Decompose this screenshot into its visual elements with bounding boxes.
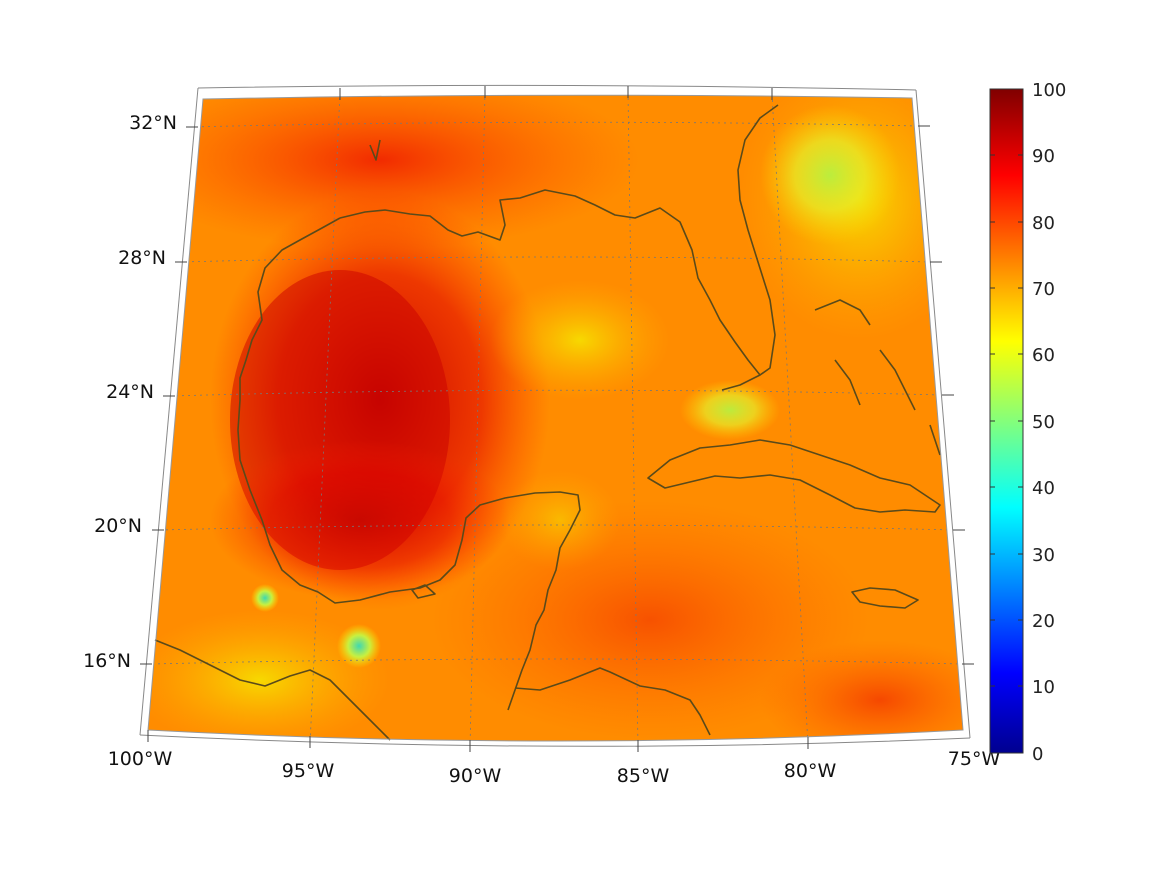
colorbar-tick-10: 10 (1032, 677, 1055, 698)
central-america (154, 639, 391, 741)
north-gulf-coast (339, 104, 779, 376)
lon-label-85w: 85°W (617, 765, 670, 787)
lat-label-16n: 16°N (83, 650, 131, 672)
lon-label-80w: 80°W (784, 760, 837, 782)
colorbar-tick-90: 90 (1032, 146, 1055, 167)
colorbar-tick-70: 70 (1032, 279, 1055, 300)
lon-label-90w: 90°W (449, 765, 502, 787)
lat-label-20n: 20°N (94, 515, 142, 537)
lat-label-28n: 28°N (118, 247, 166, 269)
colorbar: 100 90 80 70 60 50 40 30 20 10 0 (989, 80, 1066, 765)
bahamas (814, 299, 941, 456)
colorbar-tick-80: 80 (1032, 213, 1055, 234)
cuba (647, 439, 941, 513)
florida-keys (721, 374, 761, 391)
yucatan-islands (411, 584, 436, 599)
lake (369, 139, 381, 161)
lat-label-32n: 32°N (129, 112, 177, 134)
longitude-labels: 100°W 95°W 90°W 85°W 80°W 75°W (108, 748, 1001, 787)
colorbar-tick-100: 100 (1032, 80, 1066, 101)
lon-label-75w: 75°W (948, 748, 1001, 770)
honduras-coast (514, 667, 711, 736)
coastlines (154, 104, 941, 741)
colorbar-tick-40: 40 (1032, 478, 1055, 499)
graticule (151, 95, 963, 741)
lon-label-100w: 100°W (108, 748, 173, 770)
data-field (148, 95, 963, 741)
jamaica (851, 587, 919, 609)
tick-marks (140, 86, 974, 752)
colorbar-tick-60: 60 (1032, 345, 1055, 366)
gulf-coast (237, 217, 581, 711)
colorbar-tick-30: 30 (1032, 545, 1055, 566)
map-frame (139, 84, 971, 747)
colorbar-gradient (989, 88, 1024, 754)
lon-label-95w: 95°W (282, 760, 335, 782)
colorbar-tick-50: 50 (1032, 412, 1055, 433)
colorbar-tick-20: 20 (1032, 611, 1055, 632)
lat-label-24n: 24°N (106, 381, 154, 403)
latitude-labels: 32°N 28°N 24°N 20°N 16°N (83, 112, 177, 672)
colorbar-tick-0: 0 (1032, 744, 1043, 765)
